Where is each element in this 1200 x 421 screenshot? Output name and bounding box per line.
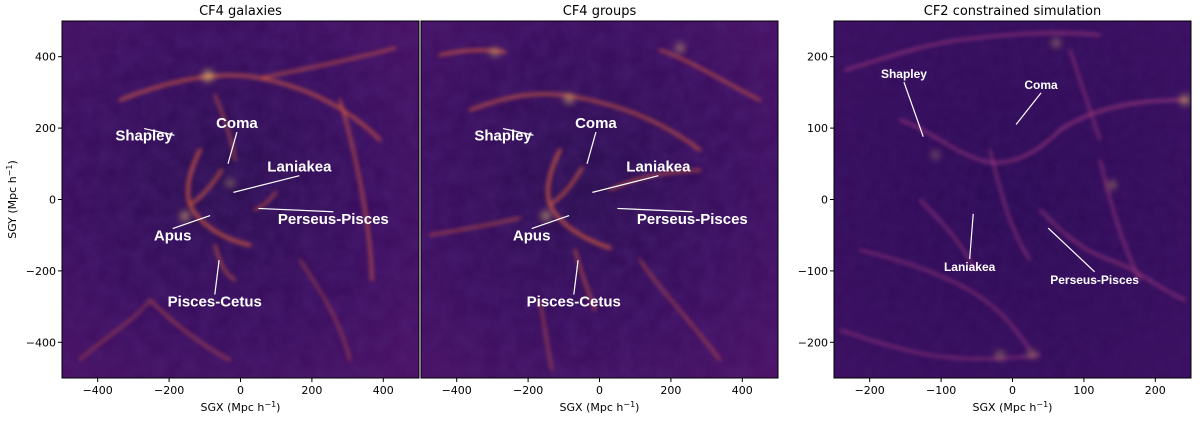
panel-1-label-perseus-pisces: Perseus-Pisces	[278, 211, 389, 228]
panel-3-ytick-label: 0	[821, 194, 828, 207]
panel-2-label-perseus-pisces: Perseus-Pisces	[637, 211, 748, 228]
panel-3-pointer-perseus-pisces	[1047, 227, 1096, 273]
panel-1-xtick-label: 400	[373, 384, 394, 397]
panel-3-xlabel: SGX (Mpc h−1)	[973, 400, 1053, 415]
panel-1-pointer-apus	[172, 214, 211, 230]
panel-3-label-perseus-pisces: Perseus-Pisces	[1050, 273, 1139, 287]
panel-2-pointer-pisces-cetus	[573, 260, 579, 295]
panel-1-ytick-label: 200	[35, 122, 56, 135]
panel-1-xtick-label: 200	[301, 384, 322, 397]
panel-1-pointer-perseus-pisces	[258, 207, 334, 213]
panel-3-xtick-label: −100	[926, 384, 956, 397]
panel-1-pointer-laniakea	[233, 175, 300, 193]
panel-2-pointer-laniakea	[592, 175, 659, 193]
panel-2-title: CF4 groups	[563, 4, 637, 19]
panel-1-label-pisces-cetus: Pisces-Cetus	[168, 294, 262, 311]
panel-2-label-laniakea: Laniakea	[626, 159, 691, 176]
panel-1-ytick-label: 400	[35, 51, 56, 64]
panel-1-xlabel: SGX (Mpc h−1)	[201, 400, 281, 415]
panel-1-label-apus: Apus	[154, 228, 192, 245]
panel-3-ytick-label: −200	[798, 336, 828, 349]
panel-2-xtick-label: 200	[660, 384, 681, 397]
panel-1-ytick-label: 0	[49, 194, 56, 207]
panel-3-label-shapley: Shapley	[881, 67, 927, 81]
panel-1-xtick-label: −200	[154, 384, 184, 397]
panel-2-pointer-shapley	[502, 128, 534, 136]
panel-3-pointer-laniakea	[969, 213, 974, 259]
panel-2-pointer-coma	[586, 131, 597, 164]
panel-3-label-coma: Coma	[1024, 78, 1058, 92]
panel-3-xtick-label: 0	[1009, 384, 1016, 397]
panel-1-pointer-pisces-cetus	[214, 260, 220, 295]
panel-3-image	[834, 21, 1191, 378]
panel-2-image	[421, 21, 778, 378]
panel-2-xtick-label: −400	[442, 384, 472, 397]
panel-1-xtick-label: 0	[237, 384, 244, 397]
panel-2-xtick-label: 0	[596, 384, 603, 397]
panel-3-label-laniakea: Laniakea	[944, 260, 996, 274]
panel-1-pointer-shapley	[143, 128, 175, 136]
panel-1-label-laniakea: Laniakea	[267, 159, 332, 176]
panel-1-ytick-label: −400	[26, 336, 56, 349]
panel-3-xtick-label: 200	[1145, 384, 1166, 397]
panel-1-label-coma: Coma	[216, 115, 258, 132]
panel-1-image	[62, 21, 419, 378]
panel-2-xtick-label: −200	[513, 384, 543, 397]
panel-3-pointer-shapley	[903, 81, 924, 137]
panel-3-ytick-label: 100	[807, 122, 828, 135]
panel-2-label-apus: Apus	[513, 228, 551, 245]
panel-2-xtick-label: 400	[732, 384, 753, 397]
panel-1-label-shapley: Shapley	[115, 128, 173, 145]
panel-3-ytick-label: 200	[807, 51, 828, 64]
panel-3-xtick-label: −200	[855, 384, 885, 397]
panel-3-xtick-label: 100	[1073, 384, 1094, 397]
panel-1-xtick-label: −400	[83, 384, 113, 397]
panel-2-xlabel: SGX (Mpc h−1)	[560, 400, 640, 415]
panel-2-label-shapley: Shapley	[474, 128, 532, 145]
panel-2-label-pisces-cetus: Pisces-Cetus	[527, 294, 621, 311]
panel-3-title: CF2 constrained simulation	[924, 4, 1101, 19]
panel-1-ylabel: SGY (Mpc h−1)	[5, 160, 20, 239]
panel-3-ytick-label: −100	[798, 265, 828, 278]
panel-1-title: CF4 galaxies	[199, 4, 282, 19]
panel-2-pointer-perseus-pisces	[617, 207, 693, 213]
panel-1-ytick-label: −200	[26, 265, 56, 278]
panel-1-pointer-coma	[227, 131, 238, 164]
panel-2-pointer-apus	[531, 214, 570, 230]
panel-3-pointer-coma	[1015, 92, 1042, 125]
panel-2-label-coma: Coma	[575, 115, 617, 132]
